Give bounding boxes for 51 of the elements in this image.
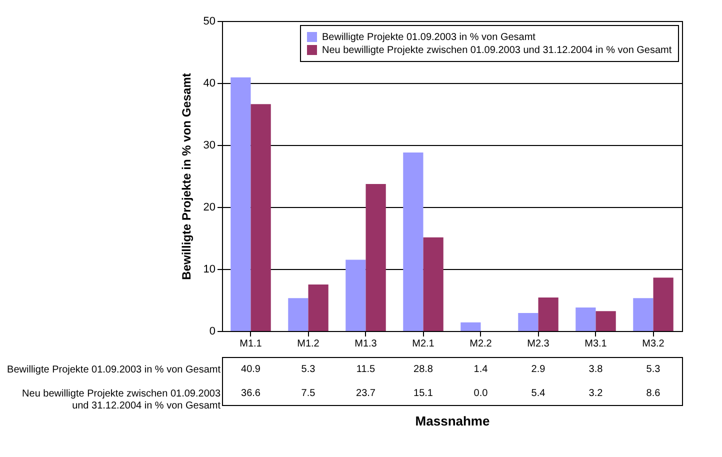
x-tick-label: M1.2 xyxy=(297,338,320,350)
data-label: 28.8 xyxy=(414,364,434,375)
data-label: 15.1 xyxy=(414,388,434,399)
x-tick-label: M1.1 xyxy=(240,338,262,350)
y-tick-label: 0 xyxy=(209,326,216,338)
y-tick-label: 50 xyxy=(203,16,216,28)
data-label: 5.3 xyxy=(646,364,661,375)
x-tick-label: M2.3 xyxy=(527,338,550,350)
y-tick-label: 40 xyxy=(203,78,216,90)
bar xyxy=(460,322,481,331)
x-tick-label: M2.2 xyxy=(470,338,492,350)
bar xyxy=(653,278,674,331)
data-label: 2.9 xyxy=(531,364,546,375)
legend-label: Bewilligte Projekte 01.09.2003 in % von Gesamt xyxy=(322,32,536,43)
bar xyxy=(366,184,386,331)
x-tick-label: M3.2 xyxy=(642,338,665,350)
y-axis-title: Bewilligte Projekte in % von Gesamt xyxy=(179,73,194,280)
data-label: 11.5 xyxy=(356,364,376,375)
data-label: 36.6 xyxy=(241,388,261,399)
data-label: 0.0 xyxy=(474,388,488,399)
x-tick-label: M3.1 xyxy=(584,338,608,350)
x-axis-title: Massnahme xyxy=(415,414,490,428)
data-label: 3.2 xyxy=(588,388,604,399)
y-tick-label: 20 xyxy=(203,202,216,214)
data-label: 5.3 xyxy=(301,364,316,375)
bar xyxy=(596,311,616,331)
bar xyxy=(518,313,538,331)
data-label: 7.5 xyxy=(301,388,316,399)
bar xyxy=(230,77,251,331)
bar xyxy=(346,260,366,331)
bar xyxy=(538,298,558,331)
text: Bewilligte Projekte 01.09.2003 in % von Gesamt xyxy=(7,364,220,376)
bar xyxy=(308,284,328,331)
bar xyxy=(576,307,596,331)
data-label: 1.4 xyxy=(474,364,488,375)
bar xyxy=(288,298,308,331)
text: Neu bewilligte Projekte zwischen 01.09.2003 und 31.12.2004 in % von Gesamt xyxy=(22,388,220,412)
data-label: 5.4 xyxy=(531,388,546,399)
legend-label: Neu bewilligte Projekte zwischen 01.09.2003 und 31.12.2004 in % von Gesamt xyxy=(322,45,672,56)
y-tick-label: 10 xyxy=(203,264,216,276)
y-tick-label: 30 xyxy=(203,140,216,152)
bar xyxy=(423,237,444,331)
bar xyxy=(250,104,271,331)
data-label: 40.9 xyxy=(241,364,261,375)
data-label: 23.7 xyxy=(356,388,376,399)
data-label: 8.6 xyxy=(646,388,661,399)
x-tick-label: M2.1 xyxy=(412,338,435,350)
bar xyxy=(403,152,424,331)
data-label: 3.8 xyxy=(588,364,604,375)
bar xyxy=(633,298,654,331)
x-tick-label: M1.3 xyxy=(354,338,378,350)
